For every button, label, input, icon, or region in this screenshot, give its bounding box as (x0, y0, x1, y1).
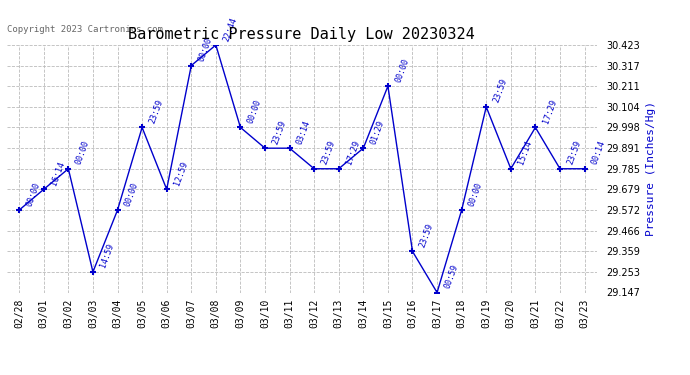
Text: 00:00: 00:00 (74, 140, 91, 166)
Title: Barometric Pressure Daily Low 20230324: Barometric Pressure Daily Low 20230324 (128, 27, 475, 42)
Text: 22:44: 22:44 (221, 16, 239, 42)
Text: 23:59: 23:59 (319, 140, 337, 166)
Text: 00:00: 00:00 (25, 181, 42, 207)
Text: 00:00: 00:00 (123, 181, 140, 207)
Text: 23:59: 23:59 (270, 119, 288, 146)
Text: 23:59: 23:59 (148, 98, 165, 124)
Text: Copyright 2023 Cartronics.com: Copyright 2023 Cartronics.com (7, 25, 163, 34)
Text: 17:29: 17:29 (344, 140, 362, 166)
Text: 16:14: 16:14 (49, 160, 66, 186)
Text: 00:00: 00:00 (197, 36, 214, 63)
Text: 01:29: 01:29 (369, 119, 386, 146)
Text: 23:59: 23:59 (492, 78, 509, 104)
Y-axis label: Pressure (Inches/Hg): Pressure (Inches/Hg) (647, 101, 656, 236)
Text: 23:59: 23:59 (566, 140, 582, 166)
Text: 00:00: 00:00 (246, 98, 263, 124)
Text: 12:59: 12:59 (172, 160, 189, 186)
Text: 00:00: 00:00 (467, 181, 484, 207)
Text: 00:00: 00:00 (393, 57, 411, 83)
Text: 15:14: 15:14 (516, 140, 533, 166)
Text: 14:59: 14:59 (99, 243, 115, 269)
Text: 17:29: 17:29 (541, 98, 558, 124)
Text: 00:14: 00:14 (590, 140, 607, 166)
Text: 03:14: 03:14 (295, 119, 312, 146)
Text: 23:59: 23:59 (418, 222, 435, 249)
Text: 00:59: 00:59 (442, 263, 460, 290)
